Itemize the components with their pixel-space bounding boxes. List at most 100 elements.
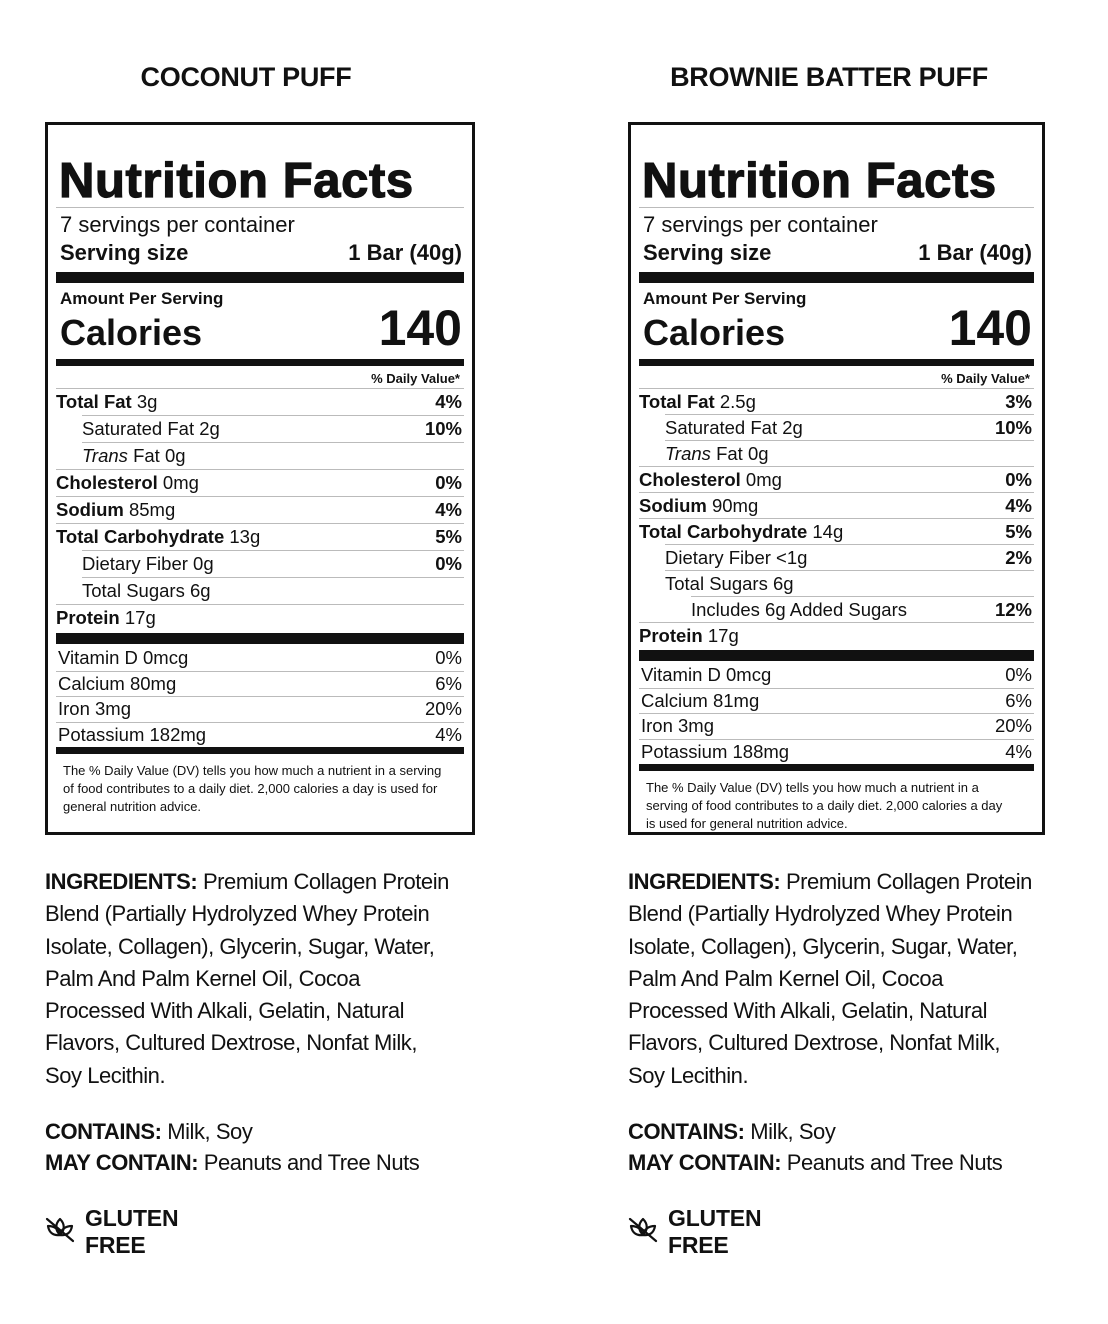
thick-divider <box>639 272 1034 283</box>
nutrient-label: Protein 17g <box>56 605 156 631</box>
nutrient-row: Sodium 85mg 4% <box>56 496 464 523</box>
nutrient-row: Protein 17g <box>56 604 464 631</box>
divider <box>56 207 464 208</box>
vitamin-row: Calcium 80mg 6% <box>56 670 464 697</box>
vitamin-row: Iron 3mg 20% <box>56 696 464 722</box>
nutrition-facts-label: Nutrition Facts 7 servings per container S… <box>628 122 1045 835</box>
nutrient-amount: 85mg <box>128 499 176 520</box>
may-contain-value: Peanuts and Tree Nuts <box>203 1150 420 1175</box>
nutrient-daily-value: 10% <box>424 418 462 439</box>
calories-row: Calories 140 <box>56 303 464 353</box>
vitamin-name: Vitamin D 0mcg <box>641 664 772 685</box>
nutrient-name: Sodium <box>639 495 707 516</box>
nutrient-name: Dietary Fiber <box>665 547 771 568</box>
nutrient-label: Protein 17g <box>639 623 739 648</box>
nutrient-daily-value: 4% <box>435 499 462 520</box>
footnote: The % Daily Value (DV) tells you how muc… <box>646 780 1003 831</box>
nutrient-name: Total Fat <box>56 391 132 412</box>
nutrient-daily-value: 4% <box>1005 495 1032 516</box>
nutrient-label: Dietary Fiber 0g <box>82 551 214 577</box>
nutrient-row: Saturated Fat 2g 10% <box>665 414 1034 440</box>
nutrient-daily-value: 3% <box>1005 391 1032 412</box>
vitamin-name: Potassium 188mg <box>641 740 790 762</box>
nutrient-name: Fat <box>716 443 743 464</box>
allergens: CONTAINS: Milk, Soy MAY CONTAIN: Peanuts … <box>628 1116 1078 1178</box>
nutrient-amount: 0g <box>164 445 186 466</box>
nutrient-name-italic: Trans <box>82 445 128 466</box>
nutrient-row: Trans Fat 0g <box>665 440 1034 466</box>
vitamin-name: Iron 3mg <box>58 698 132 719</box>
amount-per-serving: Amount Per Serving <box>60 289 224 308</box>
nutrient-row: Total Carbohydrate 14g 5% <box>639 518 1034 544</box>
medium-divider <box>56 747 464 754</box>
nutrient-daily-value: 4% <box>435 391 462 412</box>
nutrient-row: Protein 17g <box>639 622 1034 648</box>
nutrient-name: Total Sugars <box>665 573 768 594</box>
calories-label: Calories <box>643 312 786 353</box>
medium-divider <box>56 359 464 366</box>
nutrient-label: Total Sugars 6g <box>82 578 211 604</box>
nutrient-name: Dietary Fiber <box>82 553 188 574</box>
calories-row: Calories 140 <box>639 303 1034 353</box>
serving-size-label: Serving size <box>643 240 772 265</box>
nutrient-amount: 13g <box>229 526 261 547</box>
nutrient-amount: 0mg <box>162 472 199 493</box>
nutrition-facts-label: Nutrition Facts 7 servings per container S… <box>45 122 475 835</box>
nutrient-daily-value: 0% <box>435 553 462 574</box>
nutrient-label: Dietary Fiber <1g <box>665 545 807 570</box>
nutrition-facts-heading: Nutrition Facts <box>58 154 414 208</box>
nutrient-amount: 90mg <box>711 495 759 516</box>
nutrient-label: Cholesterol 0mg <box>56 470 199 496</box>
nutrient-row: Dietary Fiber 0g 0% <box>82 550 464 577</box>
ingredients-label: INGREDIENTS: <box>45 869 198 894</box>
nutrient-row: Includes 6g Added Sugars 12% <box>691 596 1034 622</box>
vitamins-list: Vitamin D 0mcg 0% Calcium 81mg 6% Iron 3mg 20… <box>639 663 1034 764</box>
gluten-free-badge: GLUTEN FREE <box>45 1205 179 1259</box>
nutrient-amount: 17g <box>124 607 156 628</box>
nutrient-amount: 17g <box>707 625 739 646</box>
nutrient-label: Total Fat 3g <box>56 389 157 415</box>
nutrient-amount: 3g <box>136 391 158 412</box>
vitamins-list: Vitamin D 0mcg 0% Calcium 80mg 6% Iron 3mg 20… <box>56 646 464 747</box>
nutrient-name: Total Sugars <box>82 580 185 601</box>
servings-per-container: 7 servings per container <box>643 212 878 237</box>
nutrient-amount: 0mg <box>745 469 782 490</box>
contains-label: CONTAINS: <box>45 1119 162 1144</box>
gluten-free-label: GLUTEN FREE <box>668 1205 762 1258</box>
nutrient-daily-value: 2% <box>1005 547 1032 568</box>
vitamin-daily-value: 4% <box>435 723 462 745</box>
vitamin-name: Iron 3mg <box>641 715 715 736</box>
nutrient-row: Total Fat 2.5g 3% <box>639 388 1034 414</box>
nutrient-name: Protein <box>56 607 120 628</box>
nutrient-label: Trans Fat 0g <box>665 441 769 466</box>
nutrient-daily-value: 0% <box>435 472 462 493</box>
nutrient-daily-value: 5% <box>435 526 462 547</box>
serving-size-value: 1 Bar (40g) <box>918 240 1032 265</box>
nutrient-row: Total Fat 3g 4% <box>56 388 464 415</box>
daily-value-header: % Daily Value* <box>941 371 1030 386</box>
nutrient-amount: 6g <box>189 580 211 601</box>
nutrient-label: Total Carbohydrate 13g <box>56 524 260 550</box>
may-contain-label: MAY CONTAIN: <box>628 1150 782 1175</box>
nutrient-name: Cholesterol <box>639 469 741 490</box>
nutrient-name: Total Fat <box>639 391 715 412</box>
nutrient-amount: 14g <box>812 521 844 542</box>
vitamin-daily-value: 4% <box>1005 740 1032 762</box>
vitamin-row: Iron 3mg 20% <box>639 713 1034 739</box>
contains-line: CONTAINS: Milk, Soy <box>628 1116 1078 1147</box>
medium-divider <box>639 764 1034 771</box>
nutrient-name: Protein <box>639 625 703 646</box>
nutrient-label: Includes 6g Added Sugars <box>691 597 907 622</box>
nutrient-daily-value: 10% <box>994 417 1032 438</box>
wheat-icon <box>45 1215 85 1249</box>
nutrient-label: Total Carbohydrate 14g <box>639 519 843 544</box>
contains-value: Milk, Soy <box>750 1119 836 1144</box>
nutrient-row: Trans Fat 0g <box>82 442 464 469</box>
footnote: The % Daily Value (DV) tells you how muc… <box>63 763 442 814</box>
amount-per-serving: Amount Per Serving <box>643 289 807 308</box>
vitamin-daily-value: 20% <box>424 698 462 719</box>
may-contain-line: MAY CONTAIN: Peanuts and Tree Nuts <box>628 1147 1078 1178</box>
vitamin-daily-value: 20% <box>994 715 1032 736</box>
daily-value-header: % Daily Value* <box>371 371 460 386</box>
nutrient-daily-value: 5% <box>1005 521 1032 542</box>
